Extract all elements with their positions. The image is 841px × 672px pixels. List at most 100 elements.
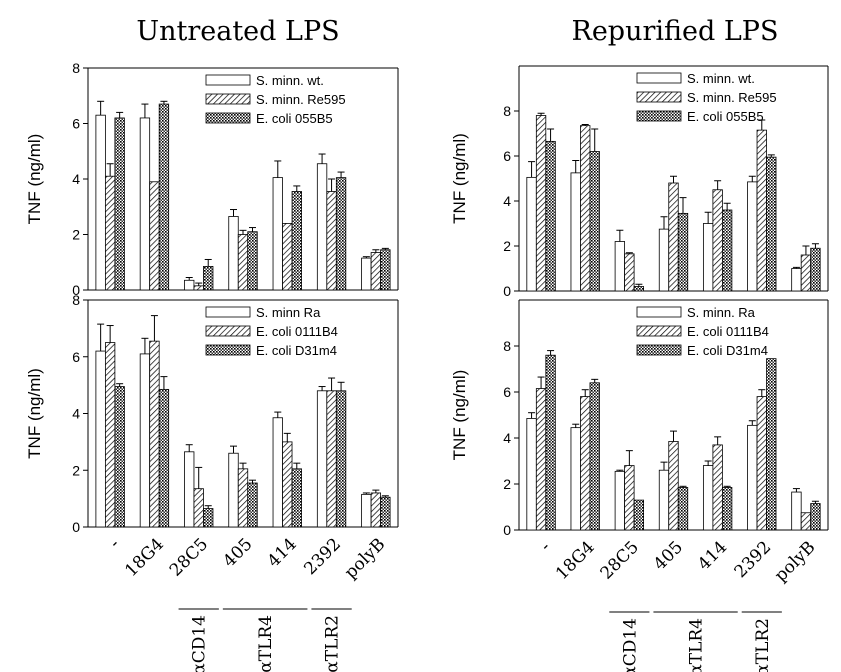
category-label: 28C5 (597, 537, 643, 583)
legend-swatch (636, 306, 682, 318)
group-label: αCD14 (620, 618, 640, 672)
bar-hatch-2392 (326, 390, 337, 528)
legend-swatch (636, 72, 682, 84)
bar-open-405 (658, 228, 670, 292)
chart-panel-2: 0 2 4 6 8 TNF (ng/ml) S. minn Ra E. coli 0111B4… (25, 292, 399, 672)
bar-hatch-28C5 (193, 488, 204, 528)
legend-label: E. coli 0111B4 (687, 324, 769, 339)
bar-hatch-405 (237, 234, 249, 291)
legend-swatch (205, 344, 251, 356)
y-axis-label: TNF (ng/ml) (450, 133, 469, 224)
bar-open-polyB (361, 257, 372, 291)
bar-open-18G4 (139, 353, 151, 528)
bar-open-405 (228, 452, 239, 528)
bar-hatch-405 (668, 441, 679, 531)
bar-hatch-2392 (326, 191, 337, 291)
legend-swatch (205, 325, 251, 337)
y-tick-label: 2 (72, 227, 80, 243)
bar-cross-28C5 (633, 286, 645, 292)
bar-open-polyB (361, 493, 372, 528)
bar-cross-polyB (810, 247, 821, 292)
bar-hatch-- (104, 175, 116, 291)
legend-swatch (636, 91, 682, 103)
y-tick-label: 0 (503, 283, 511, 299)
bar-open-- (526, 418, 537, 531)
y-tick-label: 6 (72, 116, 80, 132)
y-axis-label: TNF (ng/ml) (25, 134, 44, 225)
bar-hatch-2392 (756, 129, 767, 292)
bar-cross-28C5 (203, 508, 214, 528)
bar-open-405 (228, 216, 239, 291)
legend-label: S. minn. Re595 (256, 92, 346, 107)
bar-open-414 (702, 465, 714, 531)
bar-cross-18G4 (158, 388, 170, 528)
category-label: polyB (771, 537, 820, 586)
bar-hatch-- (535, 388, 547, 531)
bar-cross-28C5 (203, 266, 214, 291)
bar-open-28C5 (184, 279, 195, 291)
legend-label: S. minn. wt. (256, 73, 324, 88)
legend-label: E. coli 055B5 (256, 111, 333, 126)
bar-hatch-405 (668, 182, 679, 292)
group-label: αTLR2 (323, 615, 343, 672)
y-tick-label: 2 (72, 462, 80, 478)
bar-hatch-414 (282, 441, 293, 528)
bar-cross-- (545, 354, 556, 531)
bar-open-414 (272, 417, 283, 528)
bar-hatch-- (104, 342, 116, 528)
y-tick-label: 4 (72, 171, 80, 187)
y-tick-label: 8 (72, 60, 80, 76)
bar-open-2392 (747, 181, 758, 292)
legend-label: S. minn. Re595 (687, 90, 777, 105)
legend-swatch (205, 306, 251, 318)
bar-hatch-- (535, 115, 547, 292)
bar-open-- (526, 176, 537, 292)
category-label: 405 (650, 537, 687, 574)
legend-label: S. minn Ra (256, 305, 321, 320)
y-tick-label: 8 (503, 338, 511, 354)
category-label: - (536, 537, 554, 555)
bar-cross-414 (721, 209, 733, 292)
bar-open-28C5 (614, 241, 626, 292)
y-tick-label: 8 (503, 103, 511, 119)
bar-hatch-414 (712, 444, 723, 531)
bar-open-18G4 (570, 427, 581, 531)
bar-cross-18G4 (589, 151, 600, 292)
category-label: 414 (694, 537, 731, 574)
bar-open-- (95, 350, 106, 528)
bar-open-18G4 (570, 172, 581, 292)
bar-open-405 (658, 469, 670, 531)
chart-panel-1: 0 2 4 6 8 TNF (ng/ml) S. minn. wt. S. minn. Re5… (25, 60, 399, 298)
left-column-title: Untreated LPS (136, 16, 339, 47)
y-tick-label: 2 (503, 476, 511, 492)
bar-cross-2392 (766, 156, 777, 292)
category-label: - (105, 534, 123, 552)
bar-cross-2392 (335, 390, 347, 528)
bar-cross-- (545, 140, 556, 292)
chart-panel-4: 0 2 4 6 8 TNF (ng/ml) S. minn. Ra E. coli 0111B… (450, 299, 829, 672)
category-label: polyB (341, 534, 390, 583)
bar-cross-405 (677, 487, 689, 531)
bar-open-2392 (747, 424, 758, 531)
y-tick-label: 4 (503, 193, 511, 209)
bar-open-polyB (791, 268, 802, 292)
y-tick-label: 0 (72, 519, 80, 535)
bar-hatch-405 (237, 468, 249, 528)
bar-hatch-polyB (370, 492, 382, 528)
y-tick-label: 4 (503, 430, 511, 446)
legend-swatch (636, 110, 682, 122)
group-label: αTLR2 (753, 618, 773, 672)
y-tick-label: 0 (72, 282, 80, 298)
legend-label: S. minn. Ra (687, 305, 756, 320)
bar-cross-414 (291, 468, 302, 528)
bar-hatch-18G4 (580, 396, 591, 531)
bar-open-- (95, 114, 106, 291)
chart-panels: 0 2 4 6 8 TNF (ng/ml) S. minn. wt. S. minn. Re5… (25, 60, 829, 672)
legend-swatch (636, 325, 682, 337)
bar-cross-2392 (766, 358, 777, 531)
bar-open-polyB (791, 491, 802, 531)
category-label: 2392 (731, 537, 776, 582)
group-label: αCD14 (190, 615, 210, 672)
bar-cross-414 (291, 191, 302, 291)
